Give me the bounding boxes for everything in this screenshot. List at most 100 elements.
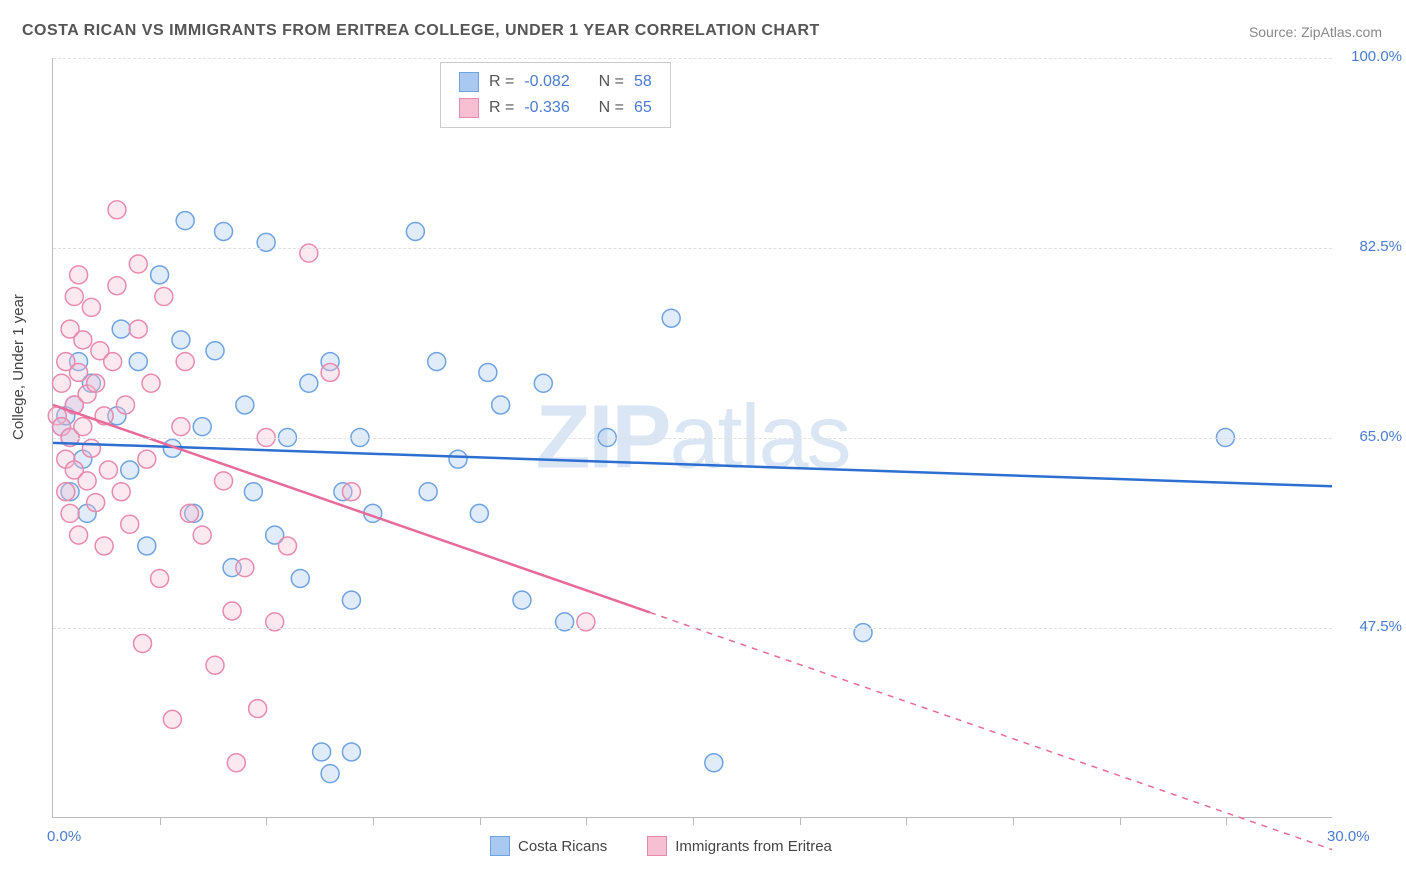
scatter-point [57, 483, 75, 501]
trend-line-dashed [650, 612, 1332, 849]
legend-swatch [647, 836, 667, 856]
scatter-point [534, 374, 552, 392]
scatter-point [134, 635, 152, 653]
source-prefix: Source: [1249, 24, 1301, 40]
x-tick-label: 30.0% [1327, 828, 1370, 845]
y-tick-label: 65.0% [1342, 428, 1402, 445]
scatter-point [78, 472, 96, 490]
scatter-point [129, 353, 147, 371]
scatter-point [300, 374, 318, 392]
scatter-point [492, 396, 510, 414]
x-tick [1013, 817, 1014, 825]
legend-series: Costa Ricans Immigrants from Eritrea [490, 836, 832, 856]
scatter-point [227, 754, 245, 772]
scatter-point [82, 298, 100, 316]
legend-item: Costa Ricans [490, 836, 607, 856]
scatter-point [104, 353, 122, 371]
legend-swatch [459, 72, 479, 92]
scatter-point [108, 201, 126, 219]
scatter-point [854, 624, 872, 642]
x-tick-label: 0.0% [47, 828, 81, 845]
gridline [53, 628, 1332, 629]
legend-item: Immigrants from Eritrea [647, 836, 832, 856]
scatter-point [74, 331, 92, 349]
scatter-point [223, 602, 241, 620]
gridline [53, 248, 1332, 249]
n-value: 65 [634, 95, 652, 121]
legend-swatch [459, 98, 479, 118]
scatter-point [176, 353, 194, 371]
scatter-point [129, 320, 147, 338]
gridline [53, 58, 1332, 59]
scatter-point [419, 483, 437, 501]
scatter-point [121, 515, 139, 533]
scatter-point [172, 418, 190, 436]
x-tick [693, 817, 694, 825]
scatter-point [138, 450, 156, 468]
scatter-point [342, 483, 360, 501]
scatter-point [236, 559, 254, 577]
scatter-point [70, 526, 88, 544]
scatter-point [236, 396, 254, 414]
scatter-point [313, 743, 331, 761]
scatter-point [116, 396, 134, 414]
scatter-point [176, 212, 194, 230]
source-link[interactable]: ZipAtlas.com [1301, 24, 1382, 40]
trend-line [53, 443, 1332, 486]
scatter-point [513, 591, 531, 609]
scatter-point [163, 710, 181, 728]
scatter-point [82, 439, 100, 457]
scatter-point [87, 374, 105, 392]
scatter-point [61, 504, 79, 522]
scatter-point [108, 277, 126, 295]
scatter-point [249, 700, 267, 718]
x-tick [800, 817, 801, 825]
x-tick [373, 817, 374, 825]
scatter-point [321, 363, 339, 381]
legend-label: Immigrants from Eritrea [675, 838, 832, 855]
scatter-point [705, 754, 723, 772]
scatter-point [95, 537, 113, 555]
scatter-point [142, 374, 160, 392]
scatter-point [470, 504, 488, 522]
scatter-point [300, 244, 318, 262]
scatter-point [151, 569, 169, 587]
scatter-point [428, 353, 446, 371]
scatter-point [129, 255, 147, 273]
scatter-point [151, 266, 169, 284]
x-tick [586, 817, 587, 825]
scatter-point [121, 461, 139, 479]
y-tick-label: 47.5% [1342, 618, 1402, 635]
scatter-point [206, 656, 224, 674]
scatter-point [206, 342, 224, 360]
legend-row: R = -0.082 N = 58 [459, 69, 652, 95]
x-tick [1226, 817, 1227, 825]
x-tick [160, 817, 161, 825]
scatter-point [180, 504, 198, 522]
scatter-point [193, 418, 211, 436]
scatter-point [70, 266, 88, 284]
plot-area: ZIPatlas 47.5%65.0%82.5%100.0%0.0%30.0% [52, 58, 1332, 818]
y-tick-label: 100.0% [1342, 48, 1402, 65]
scatter-point [138, 537, 156, 555]
scatter-point [662, 309, 680, 327]
scatter-point [172, 331, 190, 349]
n-value: 58 [634, 69, 652, 95]
scatter-point [342, 743, 360, 761]
scatter-point [53, 374, 71, 392]
scatter-point [291, 569, 309, 587]
scatter-point [342, 591, 360, 609]
legend-correlation: R = -0.082 N = 58 R = -0.336 N = 65 [440, 62, 671, 128]
scatter-point [449, 450, 467, 468]
scatter-point [193, 526, 211, 544]
scatter-point [215, 472, 233, 490]
scatter-point [278, 537, 296, 555]
source-label: Source: ZipAtlas.com [1249, 24, 1382, 40]
r-value: -0.336 [524, 95, 569, 121]
scatter-point [70, 363, 88, 381]
scatter-point [479, 363, 497, 381]
n-label: N = [599, 95, 624, 121]
legend-row: R = -0.336 N = 65 [459, 95, 652, 121]
legend-label: Costa Ricans [518, 838, 607, 855]
legend-swatch [490, 836, 510, 856]
